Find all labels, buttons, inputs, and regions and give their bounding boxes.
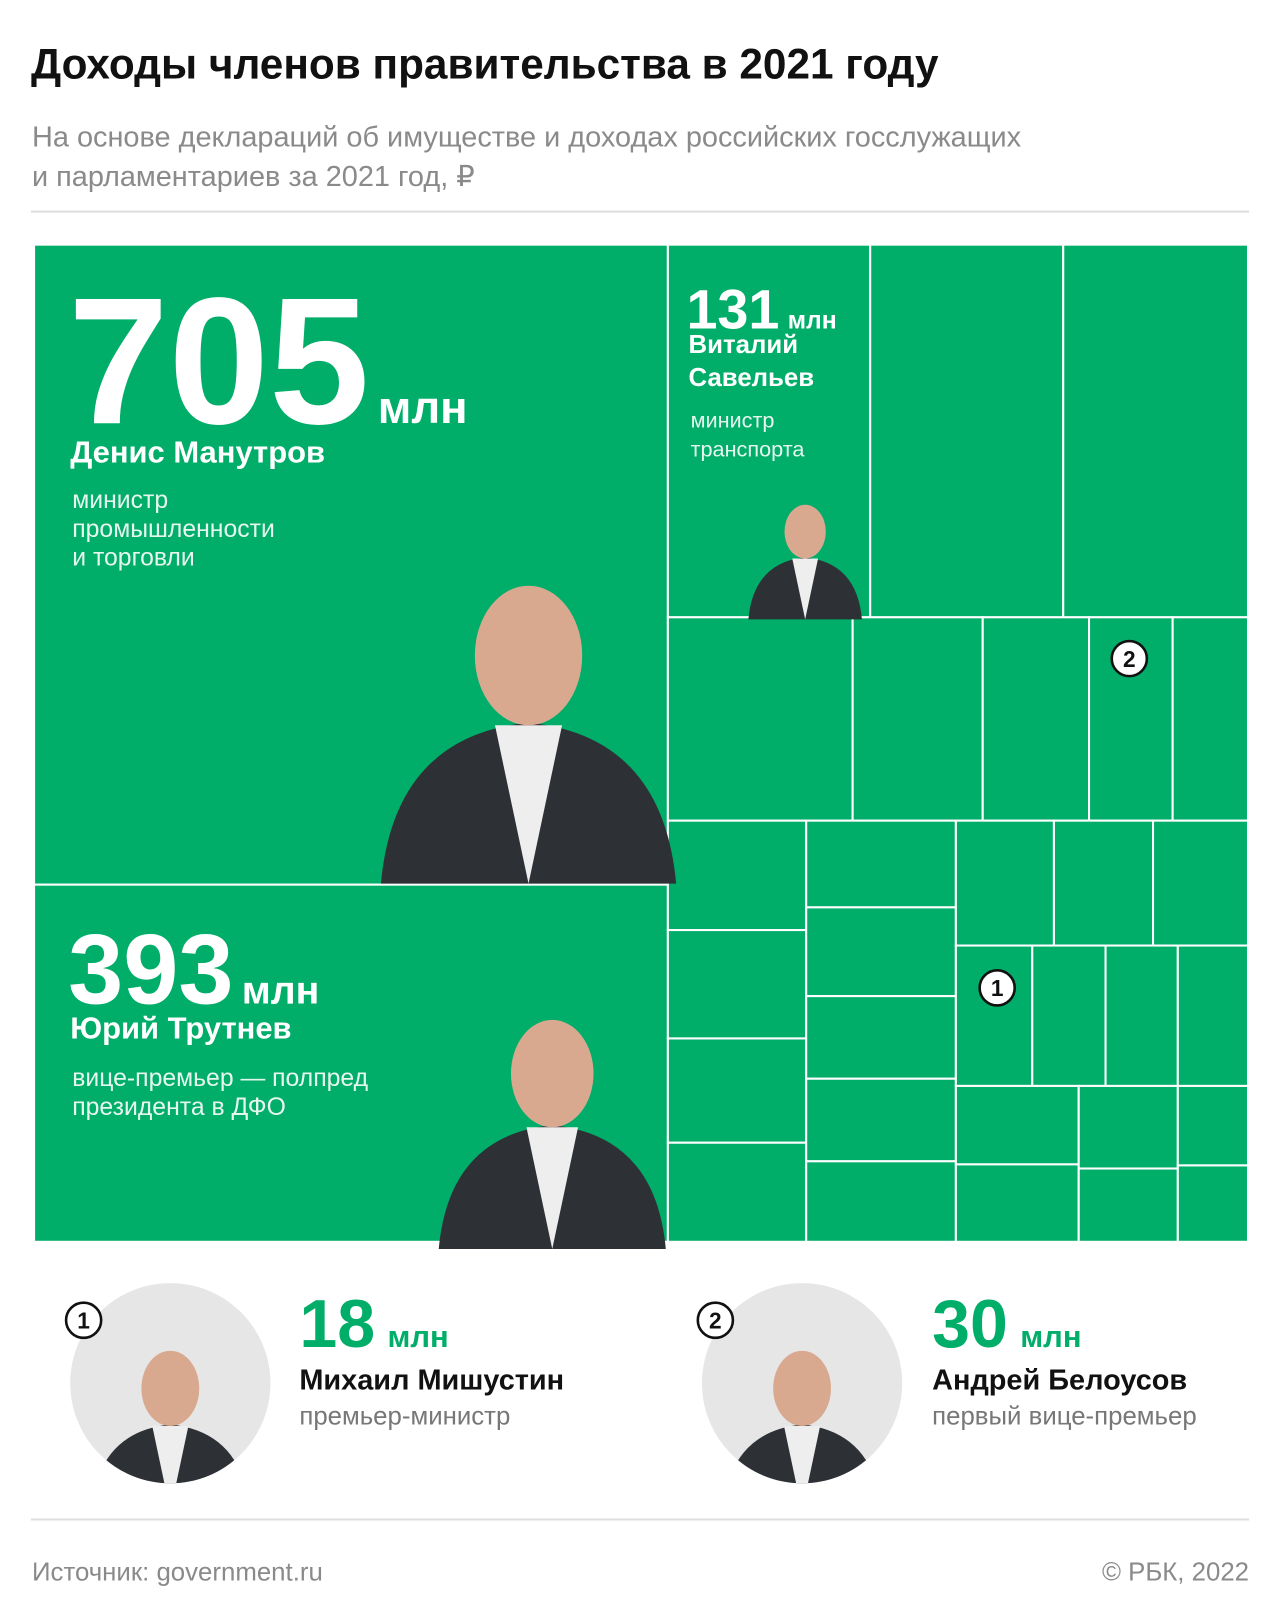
treemap-cell <box>805 906 957 998</box>
treemap-cell <box>1077 1084 1179 1170</box>
portrait-shirt <box>792 558 819 620</box>
treemap-cell <box>666 616 854 822</box>
amount-value: 30 <box>932 1286 1008 1362</box>
person-name: Виталий <box>689 331 799 359</box>
portrait-shirt <box>784 1425 821 1484</box>
treemap-cell <box>805 1077 957 1163</box>
person-role: президента в ДФО <box>72 1094 286 1121</box>
treemap-cell <box>1176 1164 1250 1243</box>
treemap-cell <box>981 616 1091 822</box>
person-name: Михаил Мишустин <box>299 1364 564 1396</box>
marker-label: 2 <box>1123 646 1136 672</box>
person-name: Андрей Белоусов <box>932 1364 1187 1396</box>
person-role: министр <box>72 487 168 514</box>
title: Доходы членов правительства в 2021 году <box>31 40 939 87</box>
amount-unit: млн <box>788 307 837 334</box>
treemap-cell <box>805 995 957 1080</box>
amount-unit: млн <box>1020 1319 1081 1354</box>
treemap-cell <box>954 1084 1080 1166</box>
amount: 131 млн <box>686 278 836 340</box>
amount-value: 705 <box>68 260 369 462</box>
marker <box>978 969 1016 1007</box>
person-role: первый вице-премьер <box>932 1403 1197 1431</box>
treemap-cell <box>954 819 1055 947</box>
person-role: транспорта <box>691 436 806 461</box>
person-role: и торговли <box>72 545 194 572</box>
amount-value: 393 <box>68 913 233 1024</box>
portrait-face <box>773 1350 831 1426</box>
treemap-cell <box>1171 616 1250 822</box>
portrait-shirt <box>526 1127 579 1250</box>
marker-label: 1 <box>991 975 1004 1001</box>
person-name: Савельев <box>689 364 815 392</box>
treemap-cell <box>1176 1084 1250 1167</box>
treemap-cell <box>666 1037 808 1144</box>
treemap-cell <box>666 929 808 1040</box>
treemap-cell <box>1052 819 1155 947</box>
treemap-cell <box>1152 819 1250 947</box>
marker <box>1110 639 1149 678</box>
portrait-shirt <box>494 725 563 884</box>
person-name: Денис Манутров <box>70 434 325 469</box>
portrait <box>722 1350 882 1484</box>
amount: 18 млн <box>299 1286 448 1362</box>
treemap <box>33 243 1250 1250</box>
portrait-face <box>141 1350 200 1426</box>
treemap-cell <box>954 944 1034 1087</box>
treemap-cell <box>869 243 1065 619</box>
subtitle: и парламентариев за 2021 год, ₽ <box>32 161 475 193</box>
amount-unit: млн <box>388 1319 449 1354</box>
treemap-cell <box>1062 243 1250 619</box>
marker <box>696 1301 735 1340</box>
person-name: Юрий Трутнев <box>70 1010 291 1045</box>
marker-label: 2 <box>709 1308 722 1334</box>
treemap-cell <box>851 616 984 822</box>
amount-value: 18 <box>299 1286 375 1362</box>
portrait-shirt <box>152 1425 189 1484</box>
portrait-face <box>784 504 826 559</box>
subtitle: На основе деклараций об имуществе и дохо… <box>32 122 1022 154</box>
treemap-cell <box>666 1141 808 1243</box>
marker-label: 1 <box>77 1308 90 1334</box>
treemap-cell <box>1176 944 1250 1087</box>
treemap-cell <box>1104 944 1179 1087</box>
person-role: промышленности <box>72 516 275 543</box>
amount-unit: млн <box>242 968 320 1012</box>
source: Источник: government.ru <box>32 1558 323 1586</box>
amount: 705 млн <box>68 260 467 462</box>
treemap-cell <box>1031 944 1107 1087</box>
copyright: © РБК, 2022 <box>1102 1558 1249 1586</box>
person-role: премьер-министр <box>299 1403 510 1431</box>
amount-unit: млн <box>378 382 468 433</box>
amount-value: 131 <box>686 278 779 340</box>
amount: 393 млн <box>68 913 319 1024</box>
treemap-cell <box>954 1163 1080 1243</box>
portrait-face <box>474 585 583 726</box>
marker <box>64 1301 103 1340</box>
treemap-cell <box>805 1160 957 1243</box>
treemap-cell <box>805 819 957 909</box>
portrait <box>90 1350 250 1484</box>
treemap-cell <box>1077 1167 1179 1243</box>
portrait-face <box>510 1019 594 1128</box>
treemap-cell <box>666 819 808 932</box>
person-role: министр <box>691 407 775 432</box>
amount: 30 млн <box>932 1286 1081 1362</box>
person-role: вице-премьер — полпред <box>72 1065 368 1092</box>
